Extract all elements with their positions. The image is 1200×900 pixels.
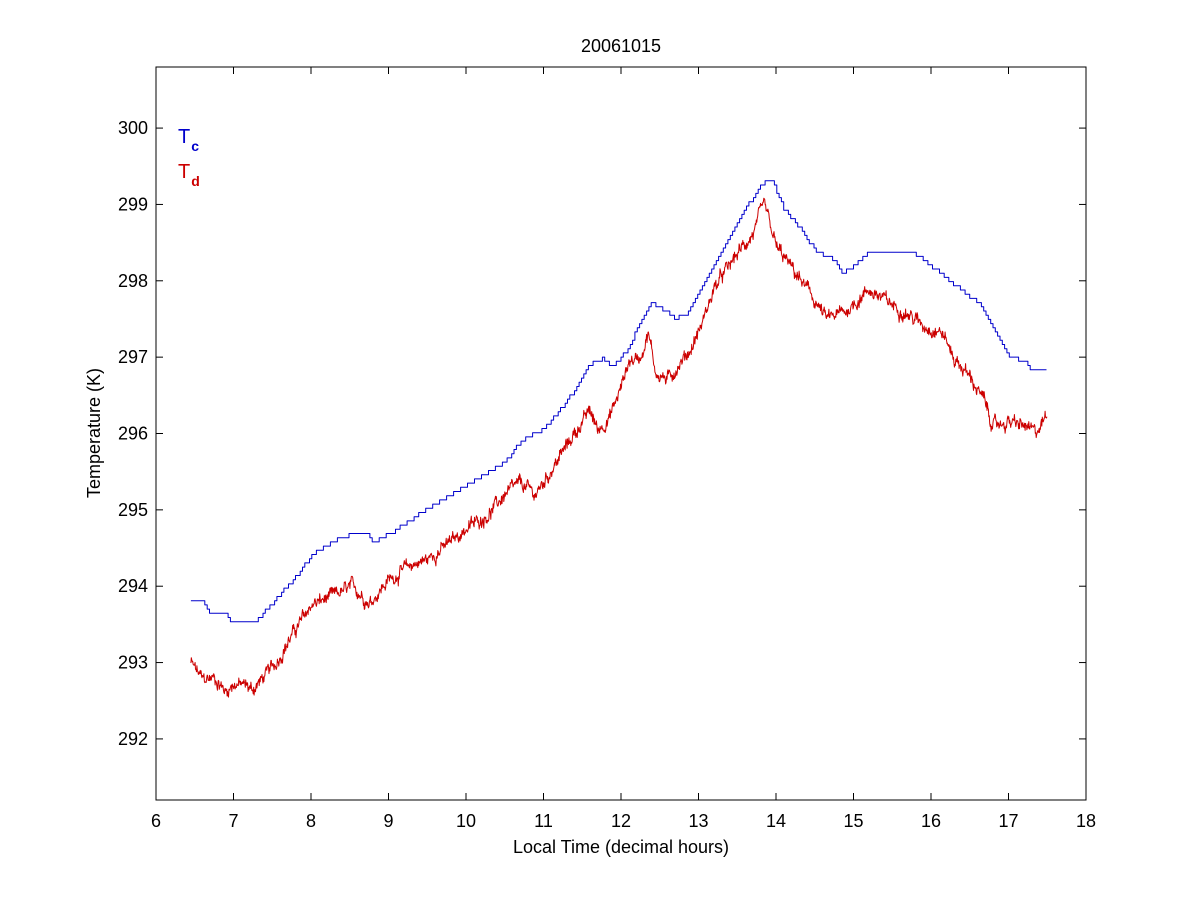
- legend-tc-sub: c: [191, 138, 199, 154]
- x-tick-label: 16: [921, 811, 941, 831]
- y-axis-label: Temperature (K): [84, 368, 104, 498]
- x-tick-label: 7: [228, 811, 238, 831]
- x-tick-label: 14: [766, 811, 786, 831]
- y-tick-label: 296: [118, 424, 148, 444]
- legend-td-main: T: [178, 161, 190, 183]
- x-tick-label: 15: [843, 811, 863, 831]
- plot-area: [155, 66, 1087, 801]
- y-tick-label: 300: [118, 118, 148, 138]
- x-axis-label: Local Time (decimal hours): [513, 837, 729, 857]
- legend-td-sub: d: [191, 173, 200, 189]
- legend-entry-tc: Tc: [178, 126, 199, 154]
- y-tick-label: 293: [118, 653, 148, 673]
- legend: Tc Td: [178, 126, 200, 189]
- y-tick-label: 297: [118, 347, 148, 367]
- y-tick-label: 292: [118, 729, 148, 749]
- series-line-tc: [190, 180, 1047, 623]
- legend-tc-main: T: [178, 126, 190, 148]
- y-tick-label: 294: [118, 576, 148, 596]
- x-tick-label: 12: [611, 811, 631, 831]
- y-tick-label: 298: [118, 271, 148, 291]
- x-tick-label: 6: [151, 811, 161, 831]
- series-line-td: [190, 197, 1048, 698]
- x-tick-label: 18: [1076, 811, 1096, 831]
- y-tick-label: 299: [118, 194, 148, 214]
- x-tick-label: 8: [306, 811, 316, 831]
- x-tick-label: 11: [534, 811, 553, 831]
- x-tick-label: 9: [383, 811, 393, 831]
- legend-entry-td: Td: [178, 161, 200, 189]
- x-tick-label: 10: [456, 811, 476, 831]
- chart-title: 20061015: [581, 36, 661, 56]
- series-layer: [190, 180, 1048, 698]
- x-tick-label: 13: [688, 811, 708, 831]
- x-tick-label: 17: [998, 811, 1018, 831]
- ticks-layer: 6 7 8 9 10 11 12 13 14 15 16 17 18 292 293 294 295 296 297…: [118, 67, 1096, 831]
- y-tick-label: 295: [118, 500, 148, 520]
